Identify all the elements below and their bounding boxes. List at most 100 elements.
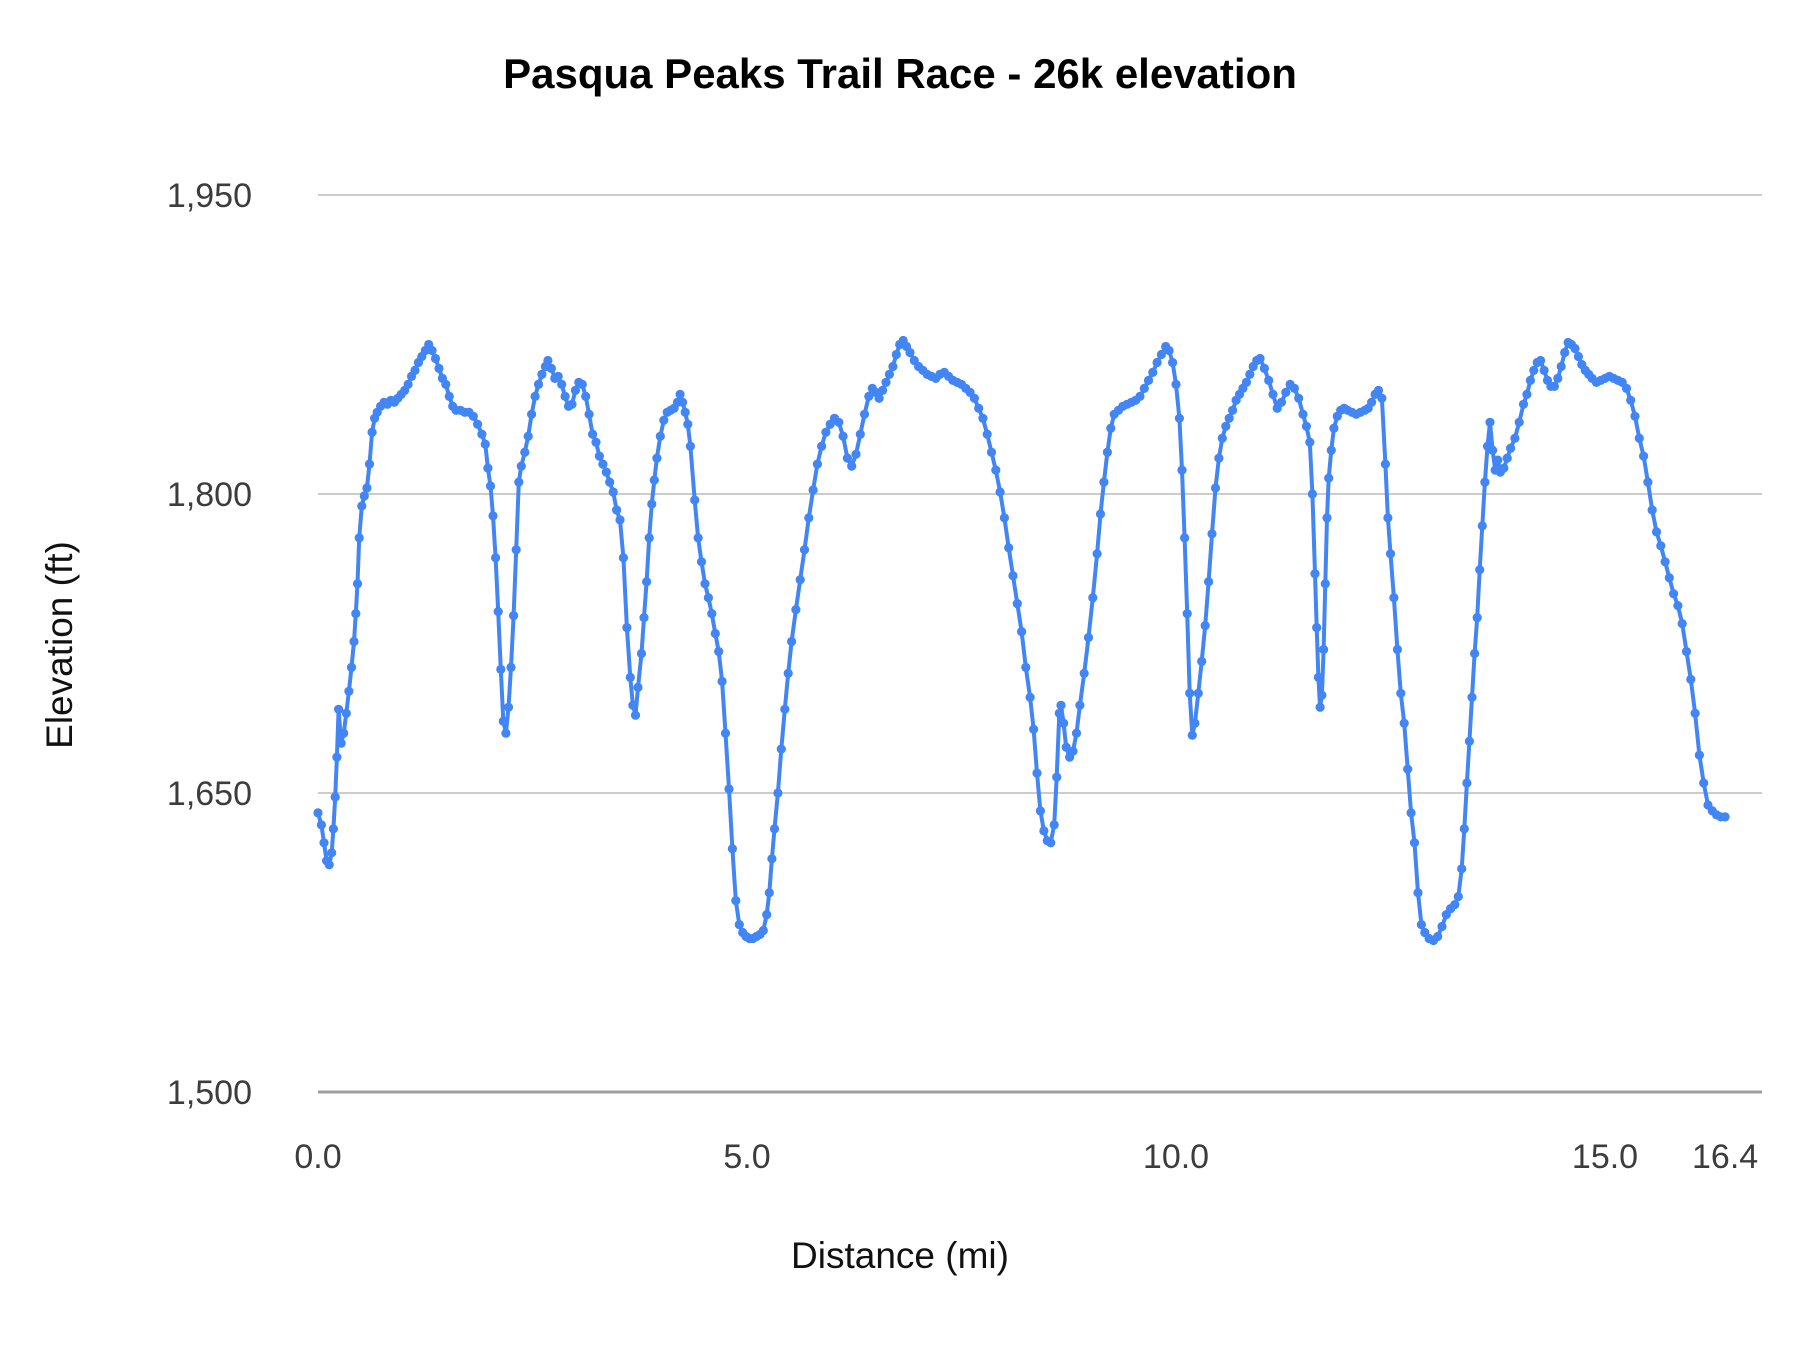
- data-point[interactable]: [884, 369, 895, 379]
- data-point[interactable]: [1029, 724, 1039, 734]
- data-point[interactable]: [1294, 393, 1304, 403]
- data-point[interactable]: [1643, 477, 1653, 487]
- data-point[interactable]: [1522, 389, 1532, 399]
- data-point[interactable]: [527, 409, 537, 419]
- data-point[interactable]: [493, 607, 503, 617]
- data-point[interactable]: [1180, 533, 1190, 543]
- data-point[interactable]: [1560, 347, 1570, 358]
- data-point[interactable]: [1573, 351, 1583, 362]
- data-point[interactable]: [1320, 579, 1330, 589]
- data-point[interactable]: [1224, 413, 1234, 423]
- data-point[interactable]: [808, 485, 818, 495]
- data-point[interactable]: [1185, 688, 1195, 698]
- data-point[interactable]: [1102, 447, 1112, 457]
- data-point[interactable]: [570, 385, 581, 395]
- data-point[interactable]: [403, 379, 413, 389]
- data-point[interactable]: [1437, 921, 1447, 932]
- data-point[interactable]: [1313, 672, 1323, 683]
- data-point[interactable]: [1518, 399, 1529, 409]
- data-point[interactable]: [1409, 838, 1420, 848]
- data-point[interactable]: [1204, 577, 1214, 587]
- data-point[interactable]: [362, 483, 372, 493]
- data-point[interactable]: [1457, 864, 1467, 874]
- data-point[interactable]: [690, 495, 700, 505]
- data-point[interactable]: [1477, 521, 1487, 531]
- data-point[interactable]: [496, 664, 506, 675]
- data-point[interactable]: [630, 710, 641, 720]
- data-point[interactable]: [530, 391, 540, 401]
- data-point[interactable]: [636, 648, 647, 659]
- data-point[interactable]: [498, 716, 508, 726]
- data-point[interactable]: [1164, 345, 1174, 356]
- data-point[interactable]: [1690, 708, 1700, 718]
- data-point[interactable]: [339, 728, 349, 738]
- data-point[interactable]: [685, 441, 696, 451]
- data-point[interactable]: [1480, 477, 1490, 487]
- data-point[interactable]: [1032, 768, 1042, 778]
- data-point[interactable]: [769, 824, 780, 834]
- data-point[interactable]: [1305, 437, 1315, 447]
- data-point[interactable]: [838, 431, 848, 441]
- data-point[interactable]: [622, 623, 632, 633]
- data-point[interactable]: [354, 533, 364, 543]
- data-point[interactable]: [1083, 632, 1094, 643]
- data-point[interactable]: [1315, 702, 1325, 712]
- data-point[interactable]: [703, 593, 714, 603]
- data-point[interactable]: [1470, 648, 1480, 659]
- data-point[interactable]: [821, 427, 831, 437]
- data-point[interactable]: [776, 744, 786, 754]
- data-point[interactable]: [982, 429, 992, 439]
- data-point[interactable]: [357, 501, 367, 511]
- data-point[interactable]: [847, 461, 857, 471]
- data-point[interactable]: [1200, 621, 1210, 631]
- data-point[interactable]: [1035, 806, 1045, 816]
- data-point[interactable]: [341, 708, 351, 718]
- data-point[interactable]: [1068, 746, 1078, 756]
- data-point[interactable]: [352, 579, 363, 589]
- data-point[interactable]: [780, 704, 790, 714]
- data-point[interactable]: [1694, 750, 1704, 760]
- data-point[interactable]: [324, 860, 334, 870]
- data-point[interactable]: [588, 429, 598, 439]
- data-point[interactable]: [1651, 527, 1662, 537]
- data-point[interactable]: [727, 844, 738, 854]
- data-point[interactable]: [591, 437, 601, 447]
- data-point[interactable]: [1276, 397, 1287, 407]
- data-point[interactable]: [1639, 451, 1649, 461]
- data-point[interactable]: [316, 820, 326, 830]
- data-point[interactable]: [1190, 718, 1200, 728]
- data-point[interactable]: [441, 379, 451, 389]
- data-point[interactable]: [625, 672, 635, 683]
- data-point[interactable]: [1326, 445, 1336, 455]
- data-point[interactable]: [787, 636, 797, 647]
- data-point[interactable]: [1008, 571, 1018, 581]
- data-point[interactable]: [986, 447, 997, 457]
- data-point[interactable]: [1021, 662, 1031, 673]
- data-point[interactable]: [1148, 367, 1158, 377]
- data-point[interactable]: [1556, 361, 1566, 372]
- data-point[interactable]: [683, 419, 693, 429]
- data-point[interactable]: [1281, 387, 1291, 397]
- data-point[interactable]: [410, 365, 420, 375]
- data-point[interactable]: [1264, 375, 1274, 385]
- data-point[interactable]: [1549, 381, 1559, 391]
- data-point[interactable]: [1488, 445, 1498, 455]
- data-point[interactable]: [511, 545, 521, 555]
- data-point[interactable]: [430, 353, 441, 364]
- data-point[interactable]: [488, 511, 498, 521]
- data-point[interactable]: [1012, 599, 1022, 609]
- data-point[interactable]: [1099, 477, 1109, 487]
- data-point[interactable]: [1228, 405, 1238, 415]
- data-point[interactable]: [516, 461, 526, 471]
- data-point[interactable]: [834, 417, 844, 427]
- data-point[interactable]: [313, 808, 323, 818]
- data-point[interactable]: [714, 646, 724, 657]
- data-point[interactable]: [1319, 644, 1329, 655]
- data-point[interactable]: [1621, 383, 1632, 393]
- data-point[interactable]: [1626, 395, 1636, 405]
- data-point[interactable]: [1673, 601, 1683, 611]
- data-point[interactable]: [501, 728, 511, 738]
- data-point[interactable]: [1677, 619, 1687, 629]
- data-point[interactable]: [1720, 812, 1730, 822]
- data-point[interactable]: [485, 481, 496, 491]
